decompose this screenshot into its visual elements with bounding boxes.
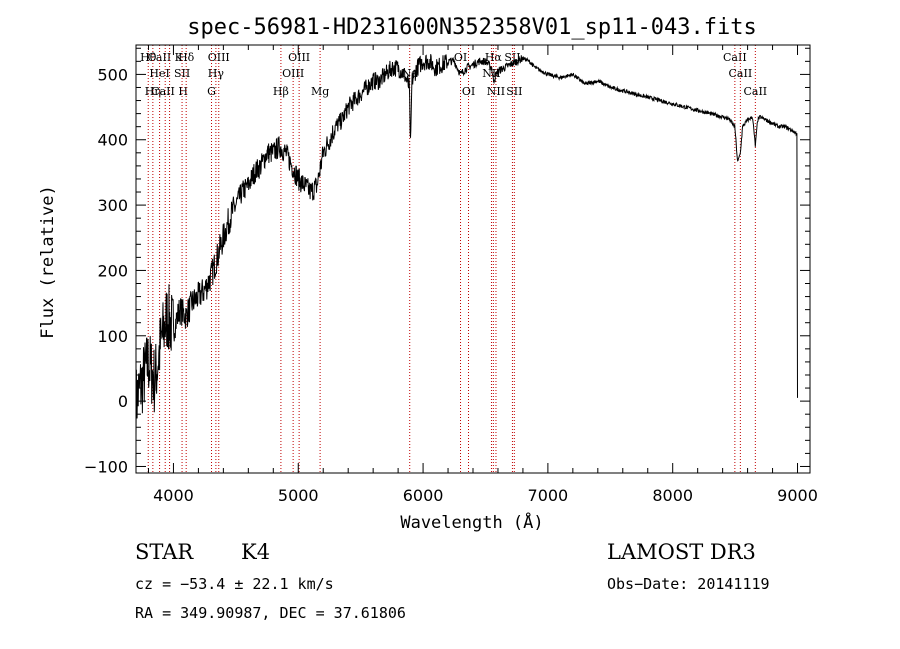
x-tick-label: 4000 — [153, 486, 194, 505]
y-tick-label: 500 — [97, 65, 128, 84]
y-axis-label: Flux (relative) — [38, 185, 58, 339]
spectral-line-label: Hβ — [273, 85, 289, 98]
survey-name: LAMOST DR3 — [607, 540, 756, 564]
spectral-line-label: OIII — [282, 67, 304, 80]
spectral-line-label: NII — [482, 67, 500, 80]
x-tick-label: 7000 — [528, 486, 569, 505]
spectral-line-label: SII — [506, 85, 522, 98]
spectral-line-label: HeI — [149, 67, 169, 80]
spectral-line-label: NII — [487, 85, 505, 98]
spectral-line-label: CaII — [729, 67, 753, 80]
spectral-line-label: CaII — [743, 85, 767, 98]
x-tick-label: 9000 — [777, 486, 818, 505]
spectral-line-label: Mg — [311, 85, 329, 98]
x-tick-label: 8000 — [652, 486, 693, 505]
coordinates: RA = 349.90987, DEC = 37.61806 — [135, 604, 406, 622]
object-class: STAR — [135, 540, 194, 564]
y-tick-label: −100 — [84, 457, 128, 476]
spectral-line-label: OI — [462, 85, 475, 98]
spectral-line-label: SII — [174, 67, 190, 80]
spectral-line-label: OIII — [288, 51, 310, 64]
x-tick-label: 6000 — [403, 486, 444, 505]
spectral-line-label: OIII — [208, 51, 230, 64]
plot-frame — [135, 44, 811, 474]
observation-date: Obs−Date: 20141119 — [607, 575, 770, 593]
spectral-line-label: OI — [454, 51, 467, 64]
x-axis-label: Wavelength (Å) — [400, 511, 543, 533]
spectral-line-label: Hα — [485, 51, 503, 64]
redshift-velocity: cz = −53.4 ± 22.1 km/s — [135, 575, 334, 593]
chart-title: spec-56981-HD231600N352358V01_sp11-043.f… — [187, 15, 757, 40]
y-tick-label: 100 — [97, 327, 128, 346]
spectral-line-label: CaII H — [151, 85, 188, 98]
x-tick-label: 5000 — [278, 486, 319, 505]
y-tick-label: 400 — [97, 131, 128, 150]
spectral-line-label: G — [207, 85, 216, 98]
spectral-line-label: Hη — [145, 85, 161, 98]
axis-ticks: 4000 5000 6000 7000 8000 9000 −100 0 100 200 300 40… — [84, 45, 818, 505]
spectral-line-label: Hγ — [208, 67, 225, 80]
y-tick-label: 300 — [97, 196, 128, 215]
spectrum-series — [135, 54, 798, 438]
spectral-line-label: Hδ — [178, 51, 195, 64]
y-tick-label: 200 — [97, 261, 128, 280]
y-tick-label: 0 — [118, 392, 128, 411]
object-subclass: K4 — [241, 540, 271, 564]
spectral-line-label: CaII K — [148, 51, 184, 64]
spectral-line-label: CaII — [723, 51, 747, 64]
